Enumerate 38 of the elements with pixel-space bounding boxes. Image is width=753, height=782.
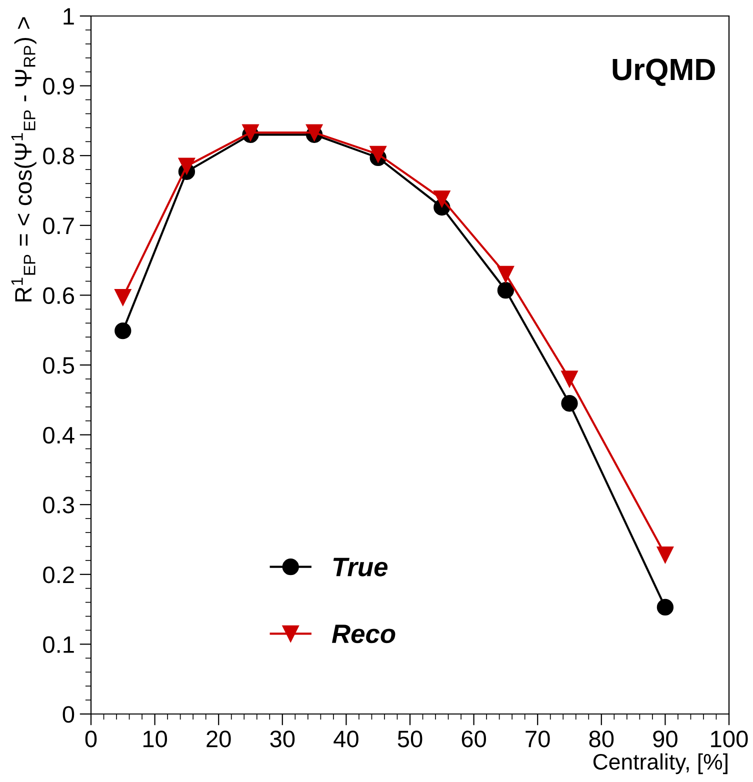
x-tick-label: 10	[143, 730, 168, 748]
x-tick-label: 80	[589, 730, 614, 748]
point	[370, 146, 386, 163]
x-tick-label: 40	[334, 730, 358, 748]
point	[114, 288, 132, 306]
x-tick-label: 70	[526, 730, 550, 748]
point	[497, 282, 514, 299]
x-tick-label: 50	[398, 730, 422, 748]
y-tick-label: 0.8	[43, 148, 74, 164]
point	[561, 370, 578, 388]
y-tick-label: 0.7	[43, 217, 74, 234]
x-tick-label: 90	[653, 730, 678, 748]
x-tick-label: 30	[270, 730, 295, 748]
annotation: UrQMD	[612, 58, 715, 86]
legend-label: True	[333, 558, 388, 576]
point	[561, 395, 578, 412]
y-tick-label: 0.5	[43, 357, 74, 374]
point	[434, 190, 450, 208]
x-tick-label: 20	[206, 730, 231, 748]
point	[497, 266, 514, 283]
point	[114, 322, 132, 340]
y-tick-label: 0.3	[43, 496, 74, 514]
y-tick-label: 0.1	[43, 636, 74, 653]
text: R$^{1}$$_{EP}$ = < cos(Ψ$^{1}$$_{EP}$ - Ψ$_{RP}$) >	[11, 17, 36, 302]
y-tick-label: 0.6	[43, 287, 74, 304]
y-tick-label: 0.2	[43, 566, 74, 584]
y-tick-label: 0	[62, 706, 74, 723]
y-tick-label: 0.9	[43, 78, 74, 95]
x-tick-label: 100	[711, 730, 748, 748]
legend-label: Reco	[332, 624, 396, 644]
point	[656, 546, 674, 564]
x-axis-title: Centrality, [%]	[593, 753, 728, 774]
point	[656, 598, 674, 616]
y-tick-label: 1	[64, 8, 74, 25]
y-tick-label: 0.4	[43, 426, 74, 444]
x-tick-label: 60	[462, 730, 486, 748]
x-tick-label: 0	[85, 730, 97, 748]
point	[178, 158, 196, 174]
